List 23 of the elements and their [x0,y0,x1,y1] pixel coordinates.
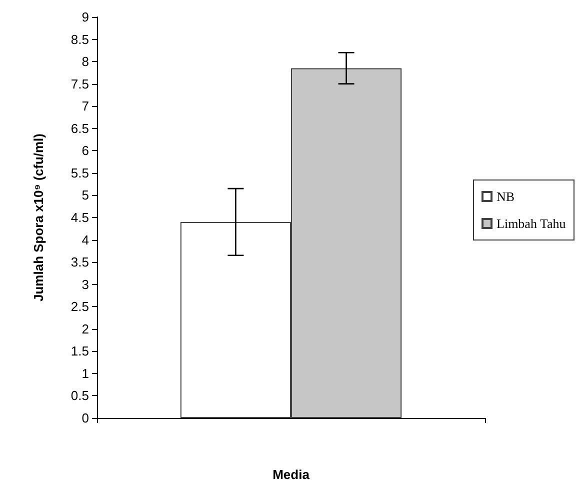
y-tick-label: 7.5 [70,76,89,92]
y-tick-label: 6.5 [70,120,89,136]
y-tick-label: 3 [82,276,89,292]
y-tick-label: 6 [82,143,89,158]
y-tick-label: 1.5 [70,344,89,359]
y-tick-label: 3.5 [70,254,89,270]
y-tick-label: 2 [82,321,89,336]
y-tick-label: 8 [82,54,89,70]
legend-label: NB [496,189,515,204]
y-tick-label: 1 [82,366,89,381]
y-tick-label: 9 [82,10,89,24]
y-tick-label: 8.5 [70,32,89,47]
y-tick-label: 2.5 [70,299,89,314]
y-tick-label: 5.5 [70,165,89,180]
legend-label: Limbah Tahu [496,216,566,231]
y-tick-label: 5 [82,188,89,203]
y-tick-label: 0.5 [70,388,89,404]
y-tick-label: 4 [82,232,89,248]
y-tick-label: 7 [82,98,89,114]
y-tick-label: 4.5 [70,210,89,225]
x-axis-title: Media [272,467,310,482]
y-tick-label: 0 [82,410,89,426]
y-axis-title: Jumlah Spora x10⁹ (cfu/ml) [31,134,46,302]
